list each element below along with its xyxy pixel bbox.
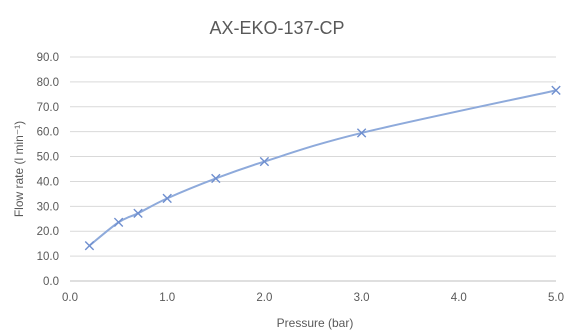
gridlines xyxy=(70,56,556,257)
x-axis-title: Pressure (bar) xyxy=(277,316,354,330)
series-group xyxy=(88,89,557,247)
data-point-6 xyxy=(356,128,367,138)
data-point-4 xyxy=(211,173,221,184)
x-tick-label-3: 3.0 xyxy=(354,292,370,304)
x-marker-icon xyxy=(133,208,143,218)
y-tick-label-6: 60.0 xyxy=(37,127,59,139)
y-tick-label-9: 90.0 xyxy=(37,52,59,64)
x-tick-labels: 0.0 1.0 2.0 3.0 4.0 5.0 xyxy=(62,292,564,304)
data-point-5 xyxy=(259,156,270,167)
x-marker-icon xyxy=(259,156,270,167)
x-marker-icon xyxy=(211,173,221,184)
y-tick-label-2: 20.0 xyxy=(37,226,59,238)
y-tick-label-4: 40.0 xyxy=(37,176,59,188)
data-point-0 xyxy=(84,240,95,251)
y-tick-labels: 0.0 10.0 20.0 30.0 40.0 50.0 60.0 70.0 80.0 90.0 xyxy=(37,52,59,288)
x-tick-label-2: 2.0 xyxy=(256,292,272,304)
y-axis-title: Flow rate (l min⁻¹) xyxy=(12,121,26,217)
x-tick-label-5: 5.0 xyxy=(548,292,564,304)
y-tick-label-5: 50.0 xyxy=(37,152,59,164)
data-point-1 xyxy=(113,217,124,227)
x-marker-icon xyxy=(113,217,124,227)
x-tick-label-1: 1.0 xyxy=(159,292,175,304)
markers-group xyxy=(84,85,561,251)
x-marker-icon xyxy=(162,193,172,204)
x-tick-label-0: 0.0 xyxy=(62,292,78,304)
y-tick-label-3: 30.0 xyxy=(37,201,59,213)
y-tick-label-8: 80.0 xyxy=(37,77,59,89)
x-marker-icon xyxy=(84,240,95,251)
x-marker-icon xyxy=(356,128,367,138)
chart-title: AX-EKO-137-CP xyxy=(209,18,344,38)
y-tick-label-7: 70.0 xyxy=(37,102,59,114)
data-point-7 xyxy=(551,85,561,96)
x-marker-icon xyxy=(551,85,561,96)
series-line-0 xyxy=(88,89,557,247)
data-point-2 xyxy=(133,208,143,218)
y-tick-label-1: 10.0 xyxy=(37,251,59,263)
x-tick-label-4: 4.0 xyxy=(451,292,467,304)
data-point-3 xyxy=(162,193,172,204)
y-tick-label-0: 0.0 xyxy=(43,276,59,288)
